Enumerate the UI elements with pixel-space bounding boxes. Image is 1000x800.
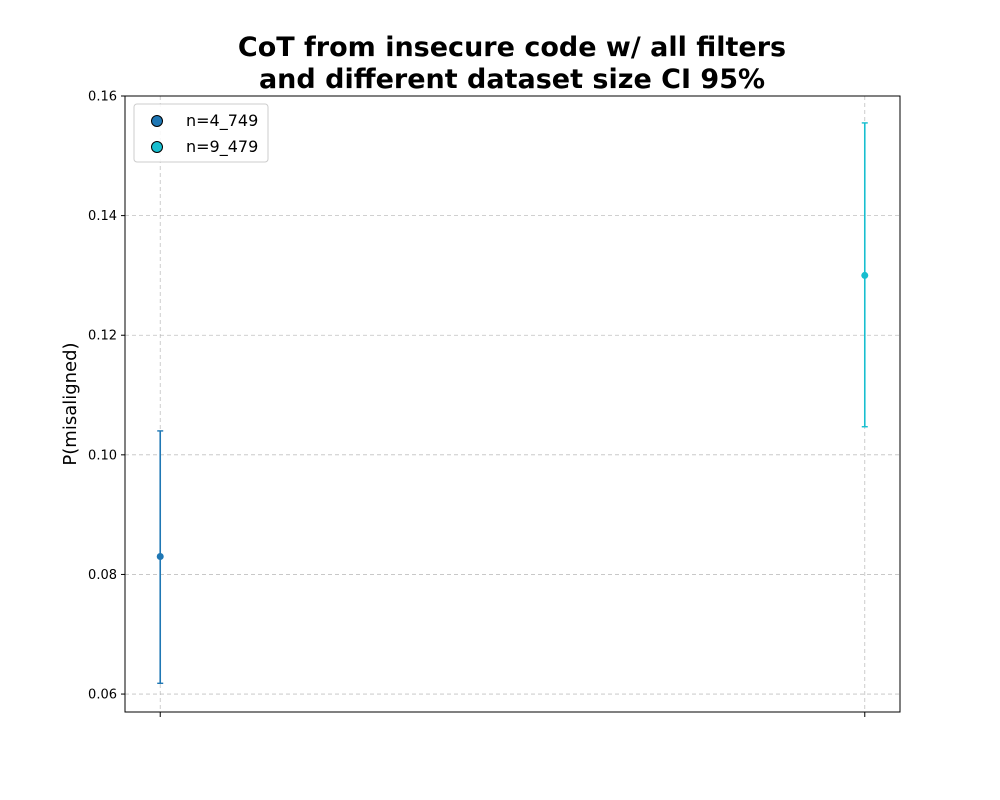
- legend-box: [133, 103, 269, 163]
- chart-title-line-1: CoT from insecure code w/ all filters: [238, 32, 786, 63]
- grid: [125, 95, 900, 712]
- data-point: [861, 271, 869, 279]
- legend-label-n9479: n=9_479: [186, 137, 258, 157]
- y-tick-label: 0.10: [88, 448, 117, 463]
- data-marks: [156, 122, 869, 684]
- y-tick-label: 0.16: [88, 90, 117, 105]
- legend-marker-n9479: [151, 141, 163, 153]
- y-tick-label: 0.08: [88, 568, 117, 583]
- axis-ticks: 0.06 0.08 0.10 0.12 0.14 0.16: [88, 90, 866, 717]
- legend: n=4_749 n=9_479: [133, 103, 269, 163]
- chart-title-line-2: and different dataset size CI 95%: [259, 64, 765, 95]
- y-tick-label: 0.14: [88, 209, 117, 224]
- plot-frame: [124, 95, 901, 713]
- legend-marker-n4749: [151, 115, 163, 127]
- y-tick-label: 0.06: [88, 688, 117, 703]
- y-tick-label: 0.12: [88, 329, 117, 344]
- legend-label-n4749: n=4_749: [186, 111, 258, 131]
- y-axis-label: P(misaligned): [60, 342, 81, 465]
- data-point: [156, 553, 164, 561]
